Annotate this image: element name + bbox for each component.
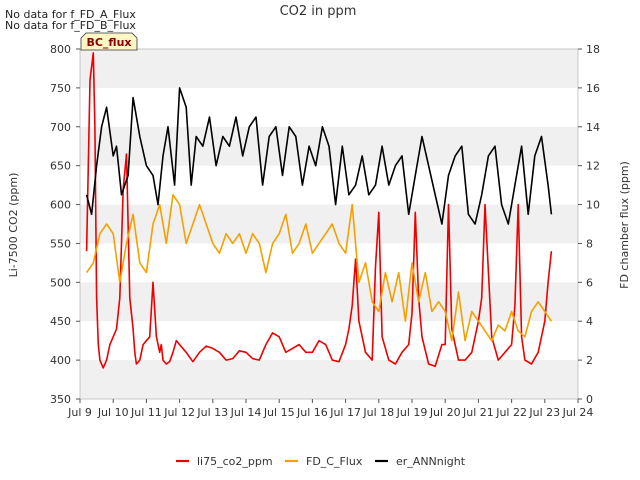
y-tick-label: 700 <box>50 121 71 134</box>
x-tick-label: Jul 16 <box>296 406 328 419</box>
note-fd-a: No data for f_FD_A_Flux <box>5 8 136 21</box>
legend-label-fdc: FD_C_Flux <box>306 455 363 468</box>
er-annnight-line <box>85 87 553 225</box>
y2-tick-label: 0 <box>586 393 593 406</box>
y2-tick-label: 4 <box>586 315 593 328</box>
note-fd-b: No data for f_FD_B_Flux <box>5 19 136 32</box>
grid-band <box>80 282 578 322</box>
y-axis-left: 350 400 450 500 550 600 650 700 750 800 <box>50 43 80 406</box>
x-tick-label: Jul 22 <box>495 406 527 419</box>
background-bands <box>80 49 578 399</box>
y-tick-label: 800 <box>50 43 71 56</box>
y-tick-label: 500 <box>50 276 71 289</box>
y2-tick-label: 12 <box>586 160 600 173</box>
plot-frame <box>79 48 579 400</box>
x-tick-label: Jul 14 <box>230 406 262 419</box>
x-tick-label: Jul 24 <box>562 406 594 419</box>
bc-flux-badge: BC_flux <box>80 32 138 51</box>
y-tick-label: 750 <box>50 82 71 95</box>
li75-co2-line <box>85 52 553 369</box>
x-tick-label: Jul 23 <box>528 406 560 419</box>
y-axis-label: Li-7500 CO2 (ppm) <box>7 173 20 278</box>
chart-title: CO2 in ppm <box>280 4 357 19</box>
y2-tick-label: 8 <box>586 237 593 250</box>
x-axis: Jul 9 Jul 10 Jul 11 Jul 12 Jul 13 Jul 14 Jul 1… <box>67 399 593 419</box>
legend-label-ann: er_ANNnight <box>396 455 466 468</box>
x-tick-label: Jul 19 <box>396 406 428 419</box>
y-tick-label: 450 <box>50 315 71 328</box>
legend: li75_co2_ppm FD_C_Flux er_ANNnight <box>176 455 466 468</box>
y-tick-label: 650 <box>50 160 71 173</box>
x-tick-label: Jul 17 <box>329 406 361 419</box>
x-tick-label: Jul 15 <box>263 406 295 419</box>
x-tick-label: Jul 13 <box>196 406 228 419</box>
badge-shape <box>80 32 138 51</box>
legend-label-li75: li75_co2_ppm <box>197 455 273 468</box>
x-tick-label: Jul 21 <box>462 406 494 419</box>
x-tick-label: Jul 18 <box>362 406 394 419</box>
grid-band <box>80 49 578 88</box>
grid-band <box>80 360 578 399</box>
y2-tick-label: 18 <box>586 43 600 56</box>
y-tick-label: 600 <box>50 199 71 212</box>
y2-tick-label: 10 <box>586 199 600 212</box>
series-lines <box>85 52 553 369</box>
y-tick-label: 400 <box>50 354 71 367</box>
badge-label: BC_flux <box>86 36 131 49</box>
y2-axis-label: FD chamber flux (ppm) <box>618 161 631 289</box>
y-tick-label: 550 <box>50 237 71 250</box>
y-tick-label: 350 <box>50 393 71 406</box>
y2-tick-label: 16 <box>586 82 600 95</box>
x-tick-label: Jul 20 <box>429 406 461 419</box>
x-tick-label: Jul 9 <box>67 406 92 419</box>
y2-tick-label: 2 <box>586 354 593 367</box>
x-tick-label: Jul 10 <box>97 406 129 419</box>
y2-tick-label: 6 <box>586 276 593 289</box>
y-axis-right: 0 2 4 6 8 10 12 14 16 18 <box>578 43 600 406</box>
fd-c-flux-line <box>85 194 553 342</box>
x-tick-label: Jul 11 <box>130 406 162 419</box>
y2-tick-label: 14 <box>586 121 600 134</box>
x-tick-label: Jul 12 <box>163 406 195 419</box>
